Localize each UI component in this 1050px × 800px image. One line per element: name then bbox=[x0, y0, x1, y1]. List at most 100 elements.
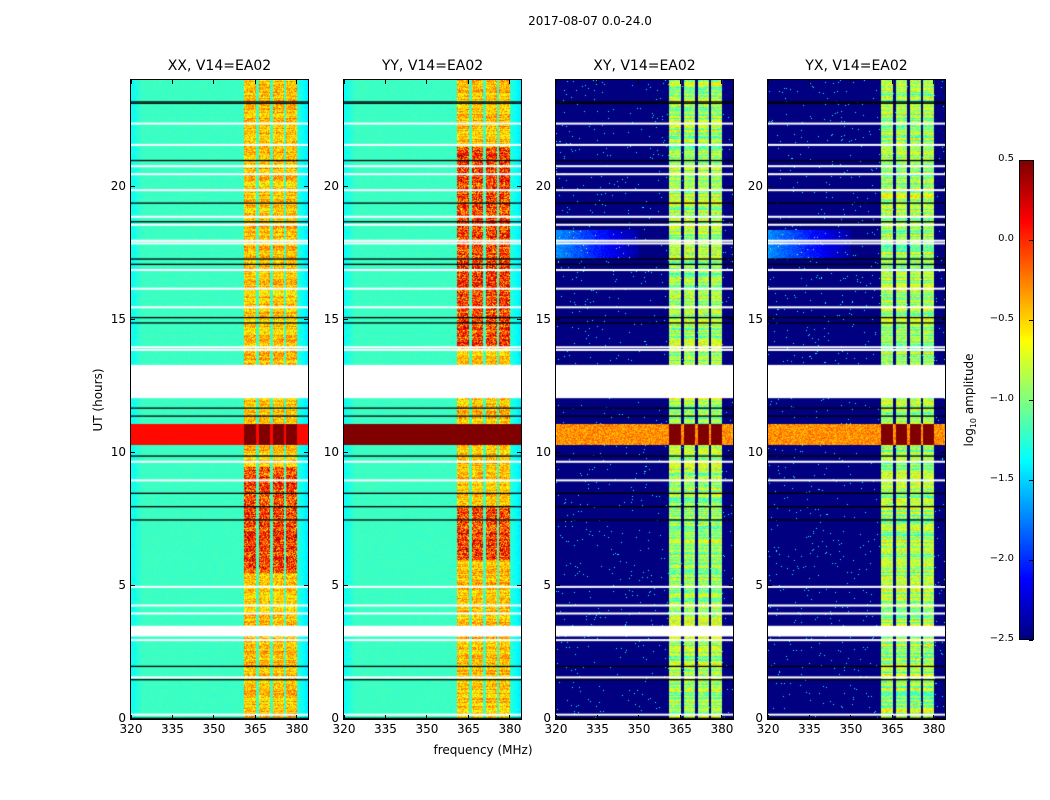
colorbar-label-suffix: amplitude bbox=[961, 353, 976, 418]
y-tick-mark bbox=[304, 585, 308, 587]
y-tick-mark bbox=[131, 186, 135, 187]
y-tick-mark bbox=[304, 319, 308, 321]
y-tick-label: 10 bbox=[323, 444, 339, 459]
panel-yx: YX, V14=EA02 320 335 350 365 380 0 5 10 15 20 bbox=[748, 58, 946, 736]
x-tick-mark bbox=[933, 80, 935, 84]
y-tick-mark bbox=[941, 585, 945, 587]
colorbar-tick-mark bbox=[1029, 400, 1033, 401]
x-tick-label: 320 bbox=[332, 722, 356, 736]
y-tick-label: 5 bbox=[543, 577, 551, 592]
y-tick-mark bbox=[768, 319, 772, 321]
x-tick-label: 350 bbox=[627, 722, 651, 736]
y-tick-mark bbox=[344, 585, 348, 587]
y-tick-mark bbox=[131, 452, 135, 454]
y-tick-mark bbox=[729, 452, 733, 454]
panel-title: XX, V14=EA02 bbox=[167, 58, 272, 74]
x-tick-mark bbox=[767, 715, 769, 719]
x-tick-label: 335 bbox=[161, 722, 184, 736]
x-tick-mark bbox=[767, 80, 769, 84]
x-tick-mark bbox=[296, 715, 298, 719]
y-tick-mark bbox=[729, 718, 733, 720]
y-tick-label: 15 bbox=[110, 311, 126, 326]
x-tick-mark bbox=[171, 715, 173, 719]
y-tick-label: 10 bbox=[747, 444, 763, 459]
x-tick-label: 380 bbox=[710, 722, 734, 736]
colorbar-tick-mark bbox=[1029, 240, 1033, 241]
y-tick-mark bbox=[304, 718, 308, 720]
x-tick-label: 365 bbox=[244, 722, 267, 736]
y-tick-mark bbox=[941, 452, 945, 454]
y-tick-label: 20 bbox=[747, 178, 763, 193]
x-tick-label: 335 bbox=[586, 722, 609, 736]
y-tick-mark bbox=[768, 718, 772, 720]
x-tick-mark bbox=[679, 80, 681, 84]
x-tick-mark bbox=[213, 715, 215, 719]
y-tick-label: 10 bbox=[535, 444, 551, 459]
y-tick-label: 20 bbox=[323, 178, 339, 193]
y-tick-label: 5 bbox=[331, 577, 339, 592]
colorbar-tick-mark bbox=[1029, 320, 1033, 321]
y-tick-mark bbox=[517, 585, 521, 587]
y-tick-mark bbox=[556, 585, 560, 587]
x-tick-mark bbox=[721, 715, 723, 719]
x-tick-mark bbox=[254, 715, 256, 719]
panel-xx: XX, V14=EA02 320 335 350 365 380 0 5 10 15 20 bbox=[111, 58, 309, 736]
x-tick-label: 350 bbox=[839, 722, 863, 736]
x-tick-mark bbox=[384, 80, 386, 84]
y-tick-label: 10 bbox=[110, 444, 126, 459]
x-tick-label: 335 bbox=[374, 722, 397, 736]
y-tick-mark bbox=[517, 186, 521, 187]
x-tick-label: 320 bbox=[756, 722, 780, 736]
x-tick-mark bbox=[596, 715, 598, 719]
colorbar bbox=[1019, 160, 1034, 640]
x-tick-mark bbox=[509, 715, 511, 719]
x-tick-label: 380 bbox=[498, 722, 522, 736]
y-tick-mark bbox=[729, 585, 733, 587]
x-tick-label: 335 bbox=[798, 722, 821, 736]
x-tick-mark bbox=[296, 80, 298, 84]
y-tick-mark bbox=[556, 452, 560, 454]
panel-title: YX, V14=EA02 bbox=[805, 58, 908, 74]
y-tick-mark bbox=[556, 718, 560, 720]
y-tick-label: 15 bbox=[535, 311, 551, 326]
y-tick-mark bbox=[517, 718, 521, 720]
y-tick-mark bbox=[304, 452, 308, 454]
y-tick-mark bbox=[304, 186, 308, 187]
y-tick-mark bbox=[768, 585, 772, 587]
y-tick-label: 0 bbox=[331, 711, 339, 725]
x-tick-label: 365 bbox=[457, 722, 480, 736]
x-tick-mark bbox=[891, 715, 893, 719]
figure-title: 2017-08-07 0.0-24.0 bbox=[528, 14, 652, 28]
colorbar-tick-label: −2.0 bbox=[989, 553, 1014, 564]
x-tick-mark bbox=[808, 80, 810, 84]
colorbar-label-sub: 10 bbox=[969, 417, 979, 429]
y-tick-mark bbox=[556, 186, 560, 187]
x-tick-label: 320 bbox=[119, 722, 143, 736]
waterfall-heatmap bbox=[768, 80, 945, 719]
colorbar-label: log10 amplitude bbox=[962, 354, 978, 447]
x-tick-label: 320 bbox=[544, 722, 568, 736]
y-tick-mark bbox=[131, 585, 135, 587]
x-tick-mark bbox=[254, 80, 256, 84]
y-tick-label: 5 bbox=[755, 577, 763, 592]
x-tick-mark bbox=[467, 80, 469, 84]
panel-xy: XY, V14=EA02 320 335 350 365 380 0 5 10 15 20 bbox=[536, 58, 734, 736]
colorbar-tick-label: 0.5 bbox=[998, 153, 1014, 164]
x-tick-label: 350 bbox=[202, 722, 226, 736]
colorbar-tick-mark bbox=[1029, 560, 1033, 561]
y-tick-mark bbox=[517, 452, 521, 454]
colorbar-tick-mark bbox=[1029, 640, 1033, 641]
x-tick-label: 350 bbox=[415, 722, 439, 736]
colorbar-tick-label: −0.5 bbox=[989, 313, 1014, 324]
y-tick-label: 0 bbox=[543, 711, 551, 725]
x-tick-mark bbox=[343, 80, 345, 84]
y-tick-label: 15 bbox=[323, 311, 339, 326]
y-tick-label: 20 bbox=[110, 178, 126, 193]
panel-yy: YY, V14=EA02 320 335 350 365 380 0 5 10 15 20 bbox=[324, 58, 522, 736]
x-tick-mark bbox=[509, 80, 511, 84]
colorbar-tick-label: −1.5 bbox=[989, 473, 1014, 484]
x-tick-mark bbox=[426, 80, 428, 84]
x-tick-mark bbox=[638, 80, 640, 84]
x-tick-mark bbox=[213, 80, 215, 84]
y-tick-mark bbox=[768, 186, 772, 187]
